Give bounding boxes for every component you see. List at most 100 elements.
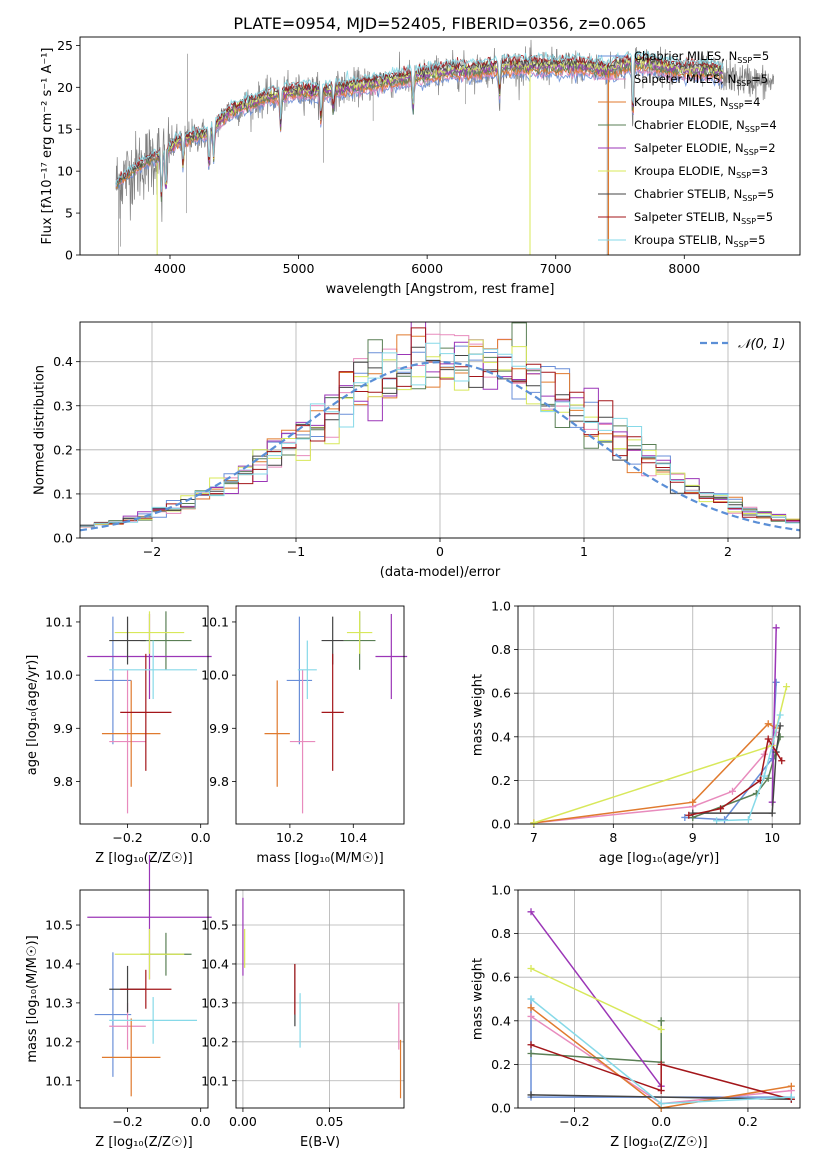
- weight-line-kroupa-elodie: [533, 686, 788, 824]
- x-tick-label: −1: [287, 544, 305, 559]
- weight-marker-kroupa-elodie: [657, 1026, 665, 1034]
- weight-line-kroupa-elodie: [530, 967, 662, 1031]
- spectrum-lines: [115, 39, 774, 255]
- model-spectrum-chabrier-miles: [115, 66, 724, 197]
- histogram-salpeter-stelib: [80, 327, 800, 528]
- y-axis-label: mass weight: [471, 958, 486, 1040]
- y-tick-label: 0.6: [491, 686, 511, 701]
- legend-label: 𝒩(0, 1): [738, 337, 785, 352]
- x-tick-label: 7000: [540, 261, 572, 276]
- y-tick-label: 1.0: [491, 883, 511, 898]
- y-tick-label: 9.9: [209, 721, 229, 736]
- weight-marker-kroupa-elodie: [527, 964, 535, 972]
- y-tick-label: 10.1: [45, 614, 73, 629]
- x-axis-label: Z [log₁₀(Z/Z☉)]: [610, 1135, 707, 1150]
- y-tick-label: 10.3: [201, 995, 229, 1010]
- x-tick-label: 1: [580, 544, 588, 559]
- weight-marker-chabrier-stelib: [527, 1091, 535, 1099]
- y-tick-label: 1.0: [491, 599, 511, 614]
- x-tick-label: −2: [143, 544, 161, 559]
- weight-marker-salpeter-stelib: [657, 1060, 665, 1068]
- figure-title: PLATE=0954, MJD=52405, FIBERID=0356, z=0…: [233, 14, 646, 33]
- y-axis-label: Normed distribution: [33, 365, 48, 495]
- y-tick-label: 0.4: [53, 354, 73, 369]
- y-tick-label: 10: [57, 164, 73, 179]
- axes-frame: [517, 605, 801, 825]
- x-axis-label: Z [log₁₀(Z/Z☉)]: [95, 1135, 192, 1150]
- weight-marker-kroupa-stelib: [713, 817, 721, 825]
- legend-label: Chabrier ELODIE, NSSP=4: [634, 118, 777, 134]
- weight-vs-Z-panel: −0.2 0.0 0.2 0.0 0.2 0.4 0.6 0.8 1.0 Z [log₁₀(Z/Z…: [471, 883, 801, 1150]
- x-tick-label: 8: [609, 830, 617, 845]
- x-tick-label: −0.2: [559, 1114, 589, 1129]
- y-tick-label: 9.8: [53, 774, 73, 789]
- weight-marker-chabrier-stelib: [689, 809, 697, 817]
- y-tick-label: 10.0: [201, 668, 229, 683]
- x-tick-label: −0.2: [112, 830, 142, 845]
- weight-marker-salpeter-stelib: [717, 805, 725, 813]
- legend-label: Salpeter ELODIE, NSSP=2: [634, 141, 776, 157]
- y-tick-label: 0.2: [491, 1057, 511, 1072]
- y-tick-label: 0.3: [53, 398, 73, 413]
- y-tick-label: 25: [57, 38, 73, 53]
- x-tick-label: 0.0: [191, 1114, 211, 1129]
- y-tick-label: 5: [65, 206, 73, 221]
- weight-marker-kroupa-elodie: [782, 683, 790, 691]
- histogram-kroupa-stelib: [80, 342, 800, 527]
- spectrum-legend: Chabrier MILES, NSSP=5 Salpeter MILES, NS…: [598, 49, 777, 249]
- weight-marker-chabrier-elodie: [657, 1017, 665, 1025]
- weight-marker-salpeter-elodie: [527, 908, 535, 916]
- x-axis-label: (data-model)/error: [380, 565, 501, 580]
- x-tick-label: 10: [764, 830, 780, 845]
- weight-marker-chabrier-miles: [681, 813, 689, 821]
- weight-marker-chabrier-elodie: [764, 774, 772, 782]
- weight-marker-salpeter-stelib: [657, 1087, 665, 1095]
- axes-frame: [79, 889, 209, 1109]
- y-axis-label: Flux [fλ10⁻¹⁷ erg cm⁻² s⁻¹ A⁻¹]: [40, 48, 55, 245]
- weight-line-chabrier-elodie: [530, 1020, 662, 1064]
- y-tick-label: 0.0: [53, 531, 73, 546]
- legend-label: Chabrier STELIB, NSSP=5: [634, 187, 774, 203]
- legend-label: Kroupa STELIB, NSSP=5: [634, 233, 765, 249]
- spectrum-panel: 4000 5000 6000 7000 8000 0 5 10 15 20 25 wavelength…: [40, 36, 801, 297]
- y-tick-label: 0.2: [53, 442, 73, 457]
- weight-line-salpeter-miles: [533, 732, 777, 824]
- y-tick-label: 9.9: [53, 721, 73, 736]
- x-tick-label: 0.0: [651, 1114, 671, 1129]
- weight-marker-salpeter-stelib: [685, 811, 693, 819]
- residuals-panel: −2 −1 0 1 2 0.0 0.1 0.2 0.3 0.4 (data-model)/error…: [33, 321, 801, 580]
- mass-vs-ebv-panel: 0.00 0.05 10.1 10.2 10.3 10.4 10.5 E(B-V): [201, 889, 405, 1150]
- y-tick-label: 15: [57, 122, 73, 137]
- weight-marker-salpeter-stelib: [527, 1041, 535, 1049]
- weight-marker-kroupa-stelib: [657, 1100, 665, 1108]
- normal-curve: [80, 360, 800, 532]
- y-tick-label: 0.8: [491, 642, 511, 657]
- y-tick-label: 0.2: [491, 773, 511, 788]
- y-tick-label: 9.8: [209, 774, 229, 789]
- y-tick-label: 10.2: [45, 1034, 73, 1049]
- x-tick-label: 0.00: [229, 1114, 257, 1129]
- x-tick-label: 7: [530, 830, 538, 845]
- y-tick-label: 0.4: [491, 729, 511, 744]
- weight-marker-kroupa-stelib: [527, 995, 535, 1003]
- x-tick-label: 5000: [283, 261, 315, 276]
- y-tick-label: 10.5: [45, 918, 73, 933]
- y-tick-label: 0.4: [491, 1013, 511, 1028]
- y-tick-label: 10.4: [201, 956, 229, 971]
- y-tick-label: 0: [65, 248, 73, 263]
- y-tick-label: 0.0: [491, 817, 511, 832]
- legend-label: Salpeter STELIB, NSSP=5: [634, 210, 773, 226]
- y-tick-label: 10.1: [45, 1073, 73, 1088]
- weight-marker-kroupa-miles: [689, 798, 697, 806]
- y-tick-label: 0.8: [491, 926, 511, 941]
- age-vs-mass-panel: 10.2 10.4 9.8 9.9 10.0 10.1 mass [log₁₀(M/M☉)]: [201, 605, 408, 866]
- axes-frame: [79, 36, 801, 256]
- weight-marker-salpeter-miles: [527, 1012, 535, 1020]
- weight-marker-kroupa-miles: [764, 720, 772, 728]
- weight-marker-salpeter-stelib: [764, 735, 772, 743]
- y-tick-label: 20: [57, 80, 73, 95]
- x-tick-label: 10.4: [339, 830, 367, 845]
- x-tick-label: 8000: [668, 261, 700, 276]
- y-tick-label: 10.5: [201, 918, 229, 933]
